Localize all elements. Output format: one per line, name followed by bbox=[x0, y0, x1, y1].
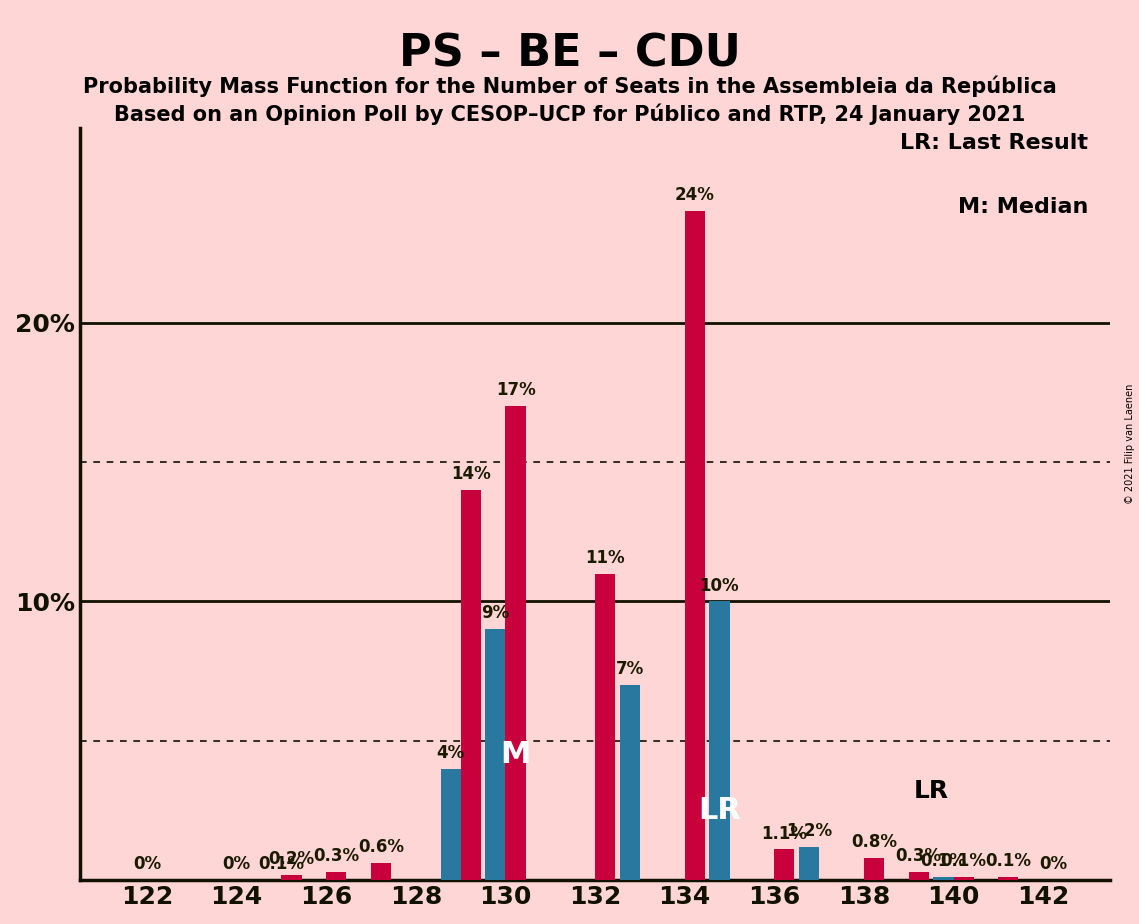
Text: 14%: 14% bbox=[451, 465, 491, 483]
Bar bbox=[909, 871, 929, 881]
Bar bbox=[485, 629, 506, 881]
Bar bbox=[685, 212, 705, 881]
Bar bbox=[460, 490, 481, 881]
Text: 1.2%: 1.2% bbox=[786, 821, 833, 840]
Bar bbox=[441, 769, 460, 881]
Text: Based on an Opinion Poll by CESOP–UCP for Público and RTP, 24 January 2021: Based on an Opinion Poll by CESOP–UCP fo… bbox=[114, 103, 1025, 125]
Text: M: M bbox=[500, 740, 531, 770]
Text: 0.3%: 0.3% bbox=[895, 846, 942, 865]
Text: 0.8%: 0.8% bbox=[851, 833, 898, 851]
Text: 0.2%: 0.2% bbox=[269, 849, 314, 868]
Text: LR: LR bbox=[913, 779, 949, 803]
Text: 0%: 0% bbox=[1039, 856, 1067, 873]
Text: 0.1%: 0.1% bbox=[941, 852, 986, 870]
Bar bbox=[775, 849, 795, 881]
Bar bbox=[506, 407, 526, 881]
Text: 4%: 4% bbox=[436, 744, 465, 761]
Bar bbox=[710, 602, 729, 881]
Bar bbox=[953, 878, 974, 881]
Text: LR: Last Result: LR: Last Result bbox=[900, 133, 1088, 153]
Bar bbox=[371, 863, 391, 881]
Text: 11%: 11% bbox=[585, 549, 625, 566]
Bar bbox=[998, 878, 1018, 881]
Bar bbox=[281, 874, 302, 881]
Text: 0.1%: 0.1% bbox=[259, 856, 304, 873]
Text: 0.1%: 0.1% bbox=[985, 852, 1032, 870]
Text: LR: LR bbox=[698, 796, 740, 825]
Text: 9%: 9% bbox=[482, 604, 509, 623]
Text: 10%: 10% bbox=[699, 577, 739, 594]
Text: © 2021 Filip van Laenen: © 2021 Filip van Laenen bbox=[1125, 383, 1134, 504]
Text: 0.6%: 0.6% bbox=[358, 838, 404, 857]
Text: 0.1%: 0.1% bbox=[920, 852, 966, 870]
Text: 17%: 17% bbox=[495, 382, 535, 399]
Text: 7%: 7% bbox=[616, 660, 644, 678]
Text: 0%: 0% bbox=[133, 856, 161, 873]
Text: M: Median: M: Median bbox=[958, 198, 1088, 217]
Bar bbox=[595, 574, 615, 881]
Text: Probability Mass Function for the Number of Seats in the Assembleia da República: Probability Mass Function for the Number… bbox=[83, 76, 1056, 97]
Text: 0%: 0% bbox=[222, 856, 251, 873]
Bar bbox=[798, 846, 819, 881]
Bar bbox=[326, 871, 346, 881]
Text: PS – BE – CDU: PS – BE – CDU bbox=[399, 32, 740, 76]
Text: 1.1%: 1.1% bbox=[761, 824, 808, 843]
Text: 0.3%: 0.3% bbox=[313, 846, 360, 865]
Text: 24%: 24% bbox=[674, 187, 714, 204]
Bar bbox=[933, 878, 953, 881]
Bar bbox=[620, 685, 640, 881]
Bar bbox=[863, 857, 884, 881]
